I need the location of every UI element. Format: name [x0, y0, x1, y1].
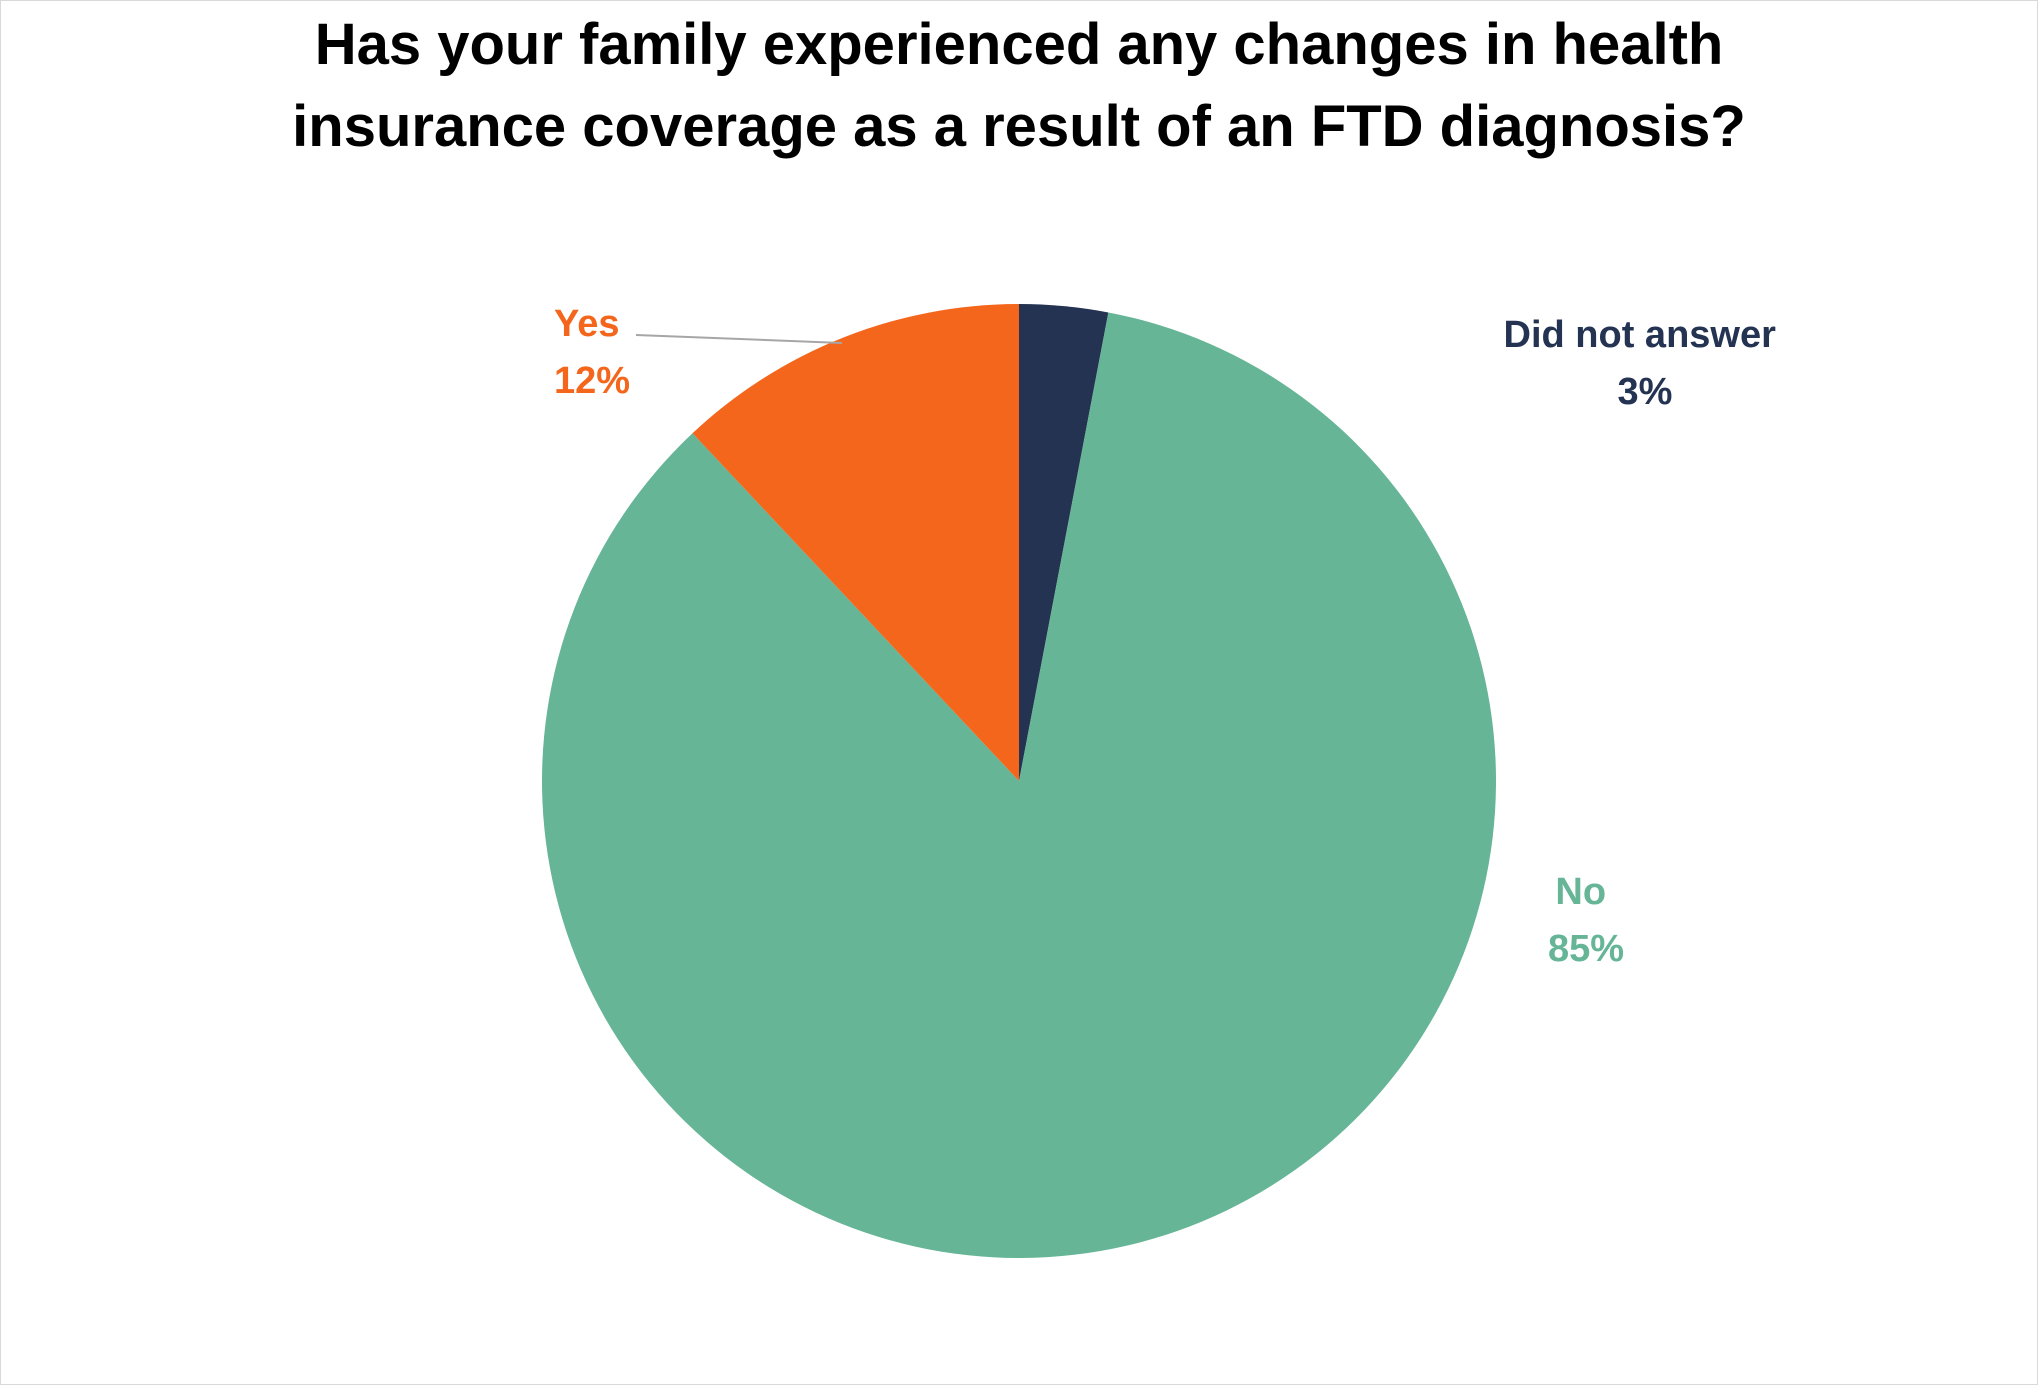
label-yes: Yes 12% — [554, 303, 630, 402]
label-did-not-answer-value: 3% — [1618, 371, 1673, 413]
label-yes-name: Yes — [554, 303, 620, 345]
data-labels: Yes 12% Did not answer 3% No 85% — [554, 303, 1787, 970]
label-did-not-answer: Did not answer 3% — [1504, 314, 1787, 413]
label-did-not-answer-name: Did not answer — [1504, 314, 1777, 356]
label-no: No 85% — [1548, 871, 1624, 970]
chart-title-line-2: insurance coverage as a result of an FTD… — [292, 94, 1746, 159]
label-yes-value: 12% — [554, 360, 630, 402]
pie-slices — [541, 304, 1496, 1259]
chart-title: Has your family experienced any changes … — [0, 4, 2038, 168]
label-no-value: 85% — [1548, 928, 1624, 970]
pie-slice-no — [541, 312, 1496, 1259]
pie-slice-did-not-answer — [1019, 304, 1109, 781]
pie-slice-yes — [692, 304, 1019, 781]
label-no-name: No — [1555, 871, 1606, 913]
leader-line-yes — [635, 334, 843, 344]
chart-title-line-1: Has your family experienced any changes … — [314, 12, 1724, 77]
